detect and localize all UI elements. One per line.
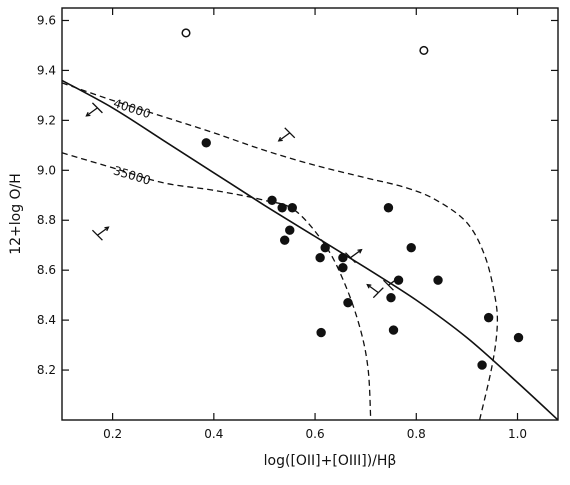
limit-arrow (85, 102, 103, 117)
data-point (267, 195, 277, 205)
dashed-curve-40000 (61, 82, 499, 421)
curve-label-40000: 40000 (112, 96, 153, 121)
limit-arrowhead (357, 248, 363, 254)
x-tick-label: 0.8 (407, 427, 426, 441)
x-tick-label: 0.2 (103, 427, 122, 441)
data-point (477, 360, 487, 370)
limit-shaft (350, 249, 362, 259)
data-point (343, 297, 353, 308)
open-data-point (419, 45, 429, 55)
x-tick-label: 0.4 (204, 427, 223, 441)
limit-arrow (91, 226, 110, 241)
y-tick-label: 8.4 (37, 313, 56, 327)
data-point (201, 138, 211, 148)
curve-label-35000: 35000 (112, 164, 153, 188)
limit-shaft (97, 226, 109, 236)
regression-line (61, 79, 559, 421)
y-tick-label: 9.0 (37, 163, 56, 177)
data-point (388, 325, 399, 335)
dashed-curve-35000 (61, 152, 372, 421)
x-tick-label: 1.0 (508, 427, 527, 441)
y-tick-label: 9.2 (37, 113, 56, 127)
data-point (277, 203, 287, 213)
plot-frame (61, 7, 559, 421)
data-point (338, 262, 348, 273)
y-tick-label: 8.8 (37, 213, 56, 227)
limit-arrow (382, 276, 401, 291)
limit-shaft (86, 107, 98, 117)
data-point (483, 312, 494, 323)
data-point (315, 252, 325, 263)
limit-arrowhead (277, 136, 283, 142)
limit-arrowhead (366, 283, 372, 289)
y-tick-label: 9.6 (37, 13, 56, 27)
open-data-point (181, 28, 191, 38)
y-tick-label: 8.6 (37, 263, 56, 277)
x-axis-label: log([OII]+[OIII])/Hβ (264, 453, 397, 469)
limit-arrow (277, 127, 296, 142)
data-point (285, 225, 295, 235)
y-axis-label: 12+log O/H (8, 173, 24, 255)
data-point (513, 332, 524, 343)
limit-arrowhead (395, 276, 401, 282)
limit-arrowhead (104, 226, 110, 232)
y-tick-label: 8.2 (37, 363, 56, 377)
data-point (320, 243, 330, 253)
limit-arrow (345, 248, 363, 264)
limit-shaft (388, 276, 400, 286)
data-point (433, 275, 443, 285)
limit-arrow (366, 283, 384, 299)
data-marks (85, 28, 524, 370)
data-point (316, 327, 326, 338)
limit-arrowhead (85, 111, 91, 117)
limit-shaft (278, 132, 291, 142)
x-tick-label: 0.6 (306, 427, 325, 441)
data-point (386, 292, 396, 303)
limit-shaft (366, 284, 379, 294)
data-point (406, 243, 416, 253)
data-point (287, 203, 297, 213)
data-point (279, 235, 290, 245)
y-tick-label: 9.4 (37, 63, 56, 77)
data-point (383, 203, 394, 213)
axis-ticks: 0.2 0.4 0.6 0.8 1.0 8.2 8.4 8.6 8.8 9.0 9.2 9.4 9.6 (37, 8, 558, 441)
data-point (338, 252, 348, 263)
